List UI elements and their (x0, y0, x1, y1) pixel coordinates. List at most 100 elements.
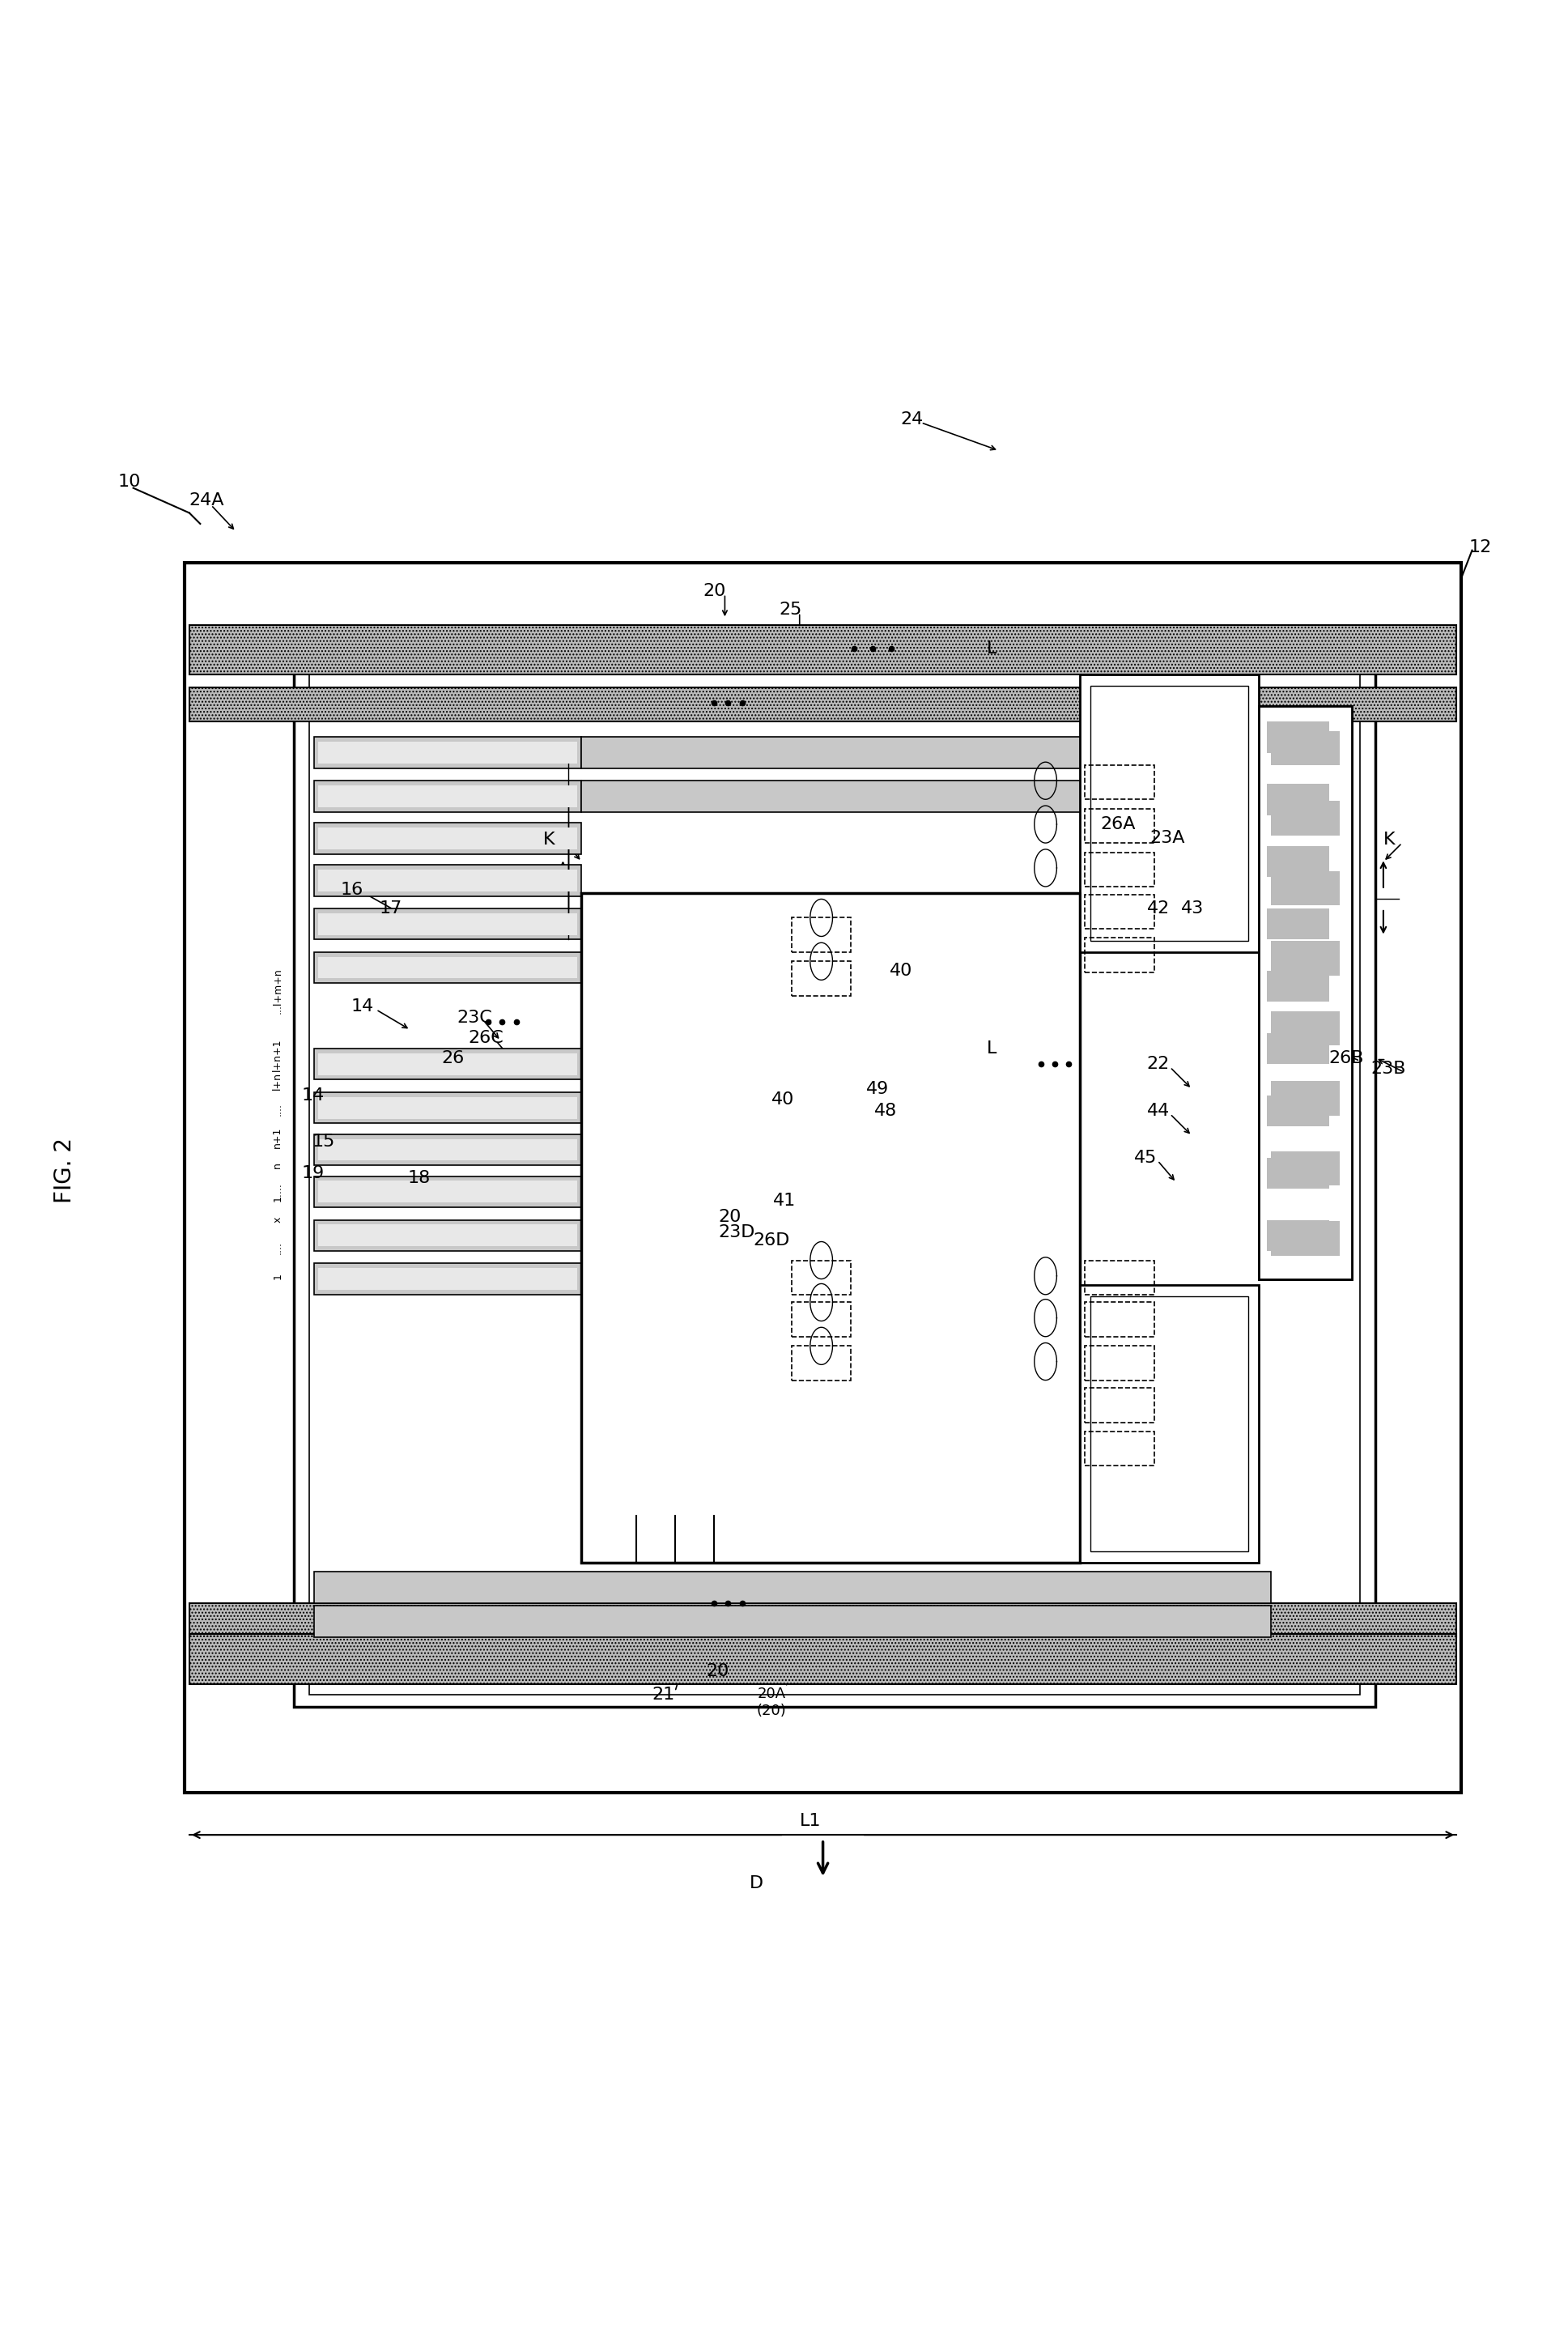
Bar (314, 1264, 582, 1294)
Text: 26D: 26D (753, 1231, 790, 1247)
Text: ...l+m+n: ...l+m+n (273, 969, 282, 1013)
Text: 19: 19 (301, 1165, 325, 1182)
Bar (318, 913, 577, 936)
Bar (1267, 847, 1328, 878)
Bar (1267, 721, 1328, 753)
Bar (318, 870, 577, 892)
Bar (1272, 870, 1339, 906)
Bar (792, 1261, 851, 1294)
Text: 14: 14 (301, 1088, 325, 1104)
Text: L1: L1 (800, 1814, 822, 1830)
Text: K: K (1383, 831, 1396, 847)
Text: 18: 18 (408, 1170, 430, 1186)
Bar (318, 1224, 577, 1247)
Bar (582, 782, 1259, 812)
Bar (190, 1633, 1457, 1685)
Text: ....: .... (273, 1243, 282, 1254)
Bar (314, 824, 582, 854)
Bar (1085, 1303, 1154, 1336)
Bar (190, 1603, 1457, 1638)
Bar (1085, 938, 1154, 971)
Bar (1267, 1032, 1328, 1065)
Text: 12: 12 (1469, 538, 1491, 555)
Bar (314, 782, 582, 812)
Text: 20: 20 (706, 1664, 729, 1680)
Bar (1267, 1095, 1328, 1126)
Bar (582, 737, 1259, 768)
Bar (1085, 810, 1154, 842)
Text: 43: 43 (1181, 901, 1204, 917)
Bar (309, 665, 1359, 1694)
Text: 20A
(20): 20A (20) (757, 1687, 787, 1718)
Text: ....: .... (273, 1102, 282, 1116)
Text: 16: 16 (340, 882, 364, 899)
Text: 10: 10 (118, 473, 141, 489)
Bar (1272, 730, 1339, 765)
Text: x: x (273, 1217, 282, 1224)
Text: 40: 40 (771, 1093, 795, 1109)
Bar (190, 688, 1457, 721)
Text: 44: 44 (1146, 1102, 1170, 1119)
Text: 1....: 1.... (273, 1182, 282, 1200)
Bar (1080, 674, 1259, 952)
Bar (314, 952, 582, 983)
Bar (190, 625, 1457, 674)
Bar (318, 1097, 577, 1119)
Bar (1091, 686, 1248, 941)
Bar (314, 1177, 582, 1207)
Bar (1272, 1081, 1339, 1116)
Bar (314, 1605, 1272, 1638)
Text: 21: 21 (652, 1687, 674, 1704)
Bar (1267, 1219, 1328, 1252)
Bar (318, 1053, 577, 1074)
Bar (318, 786, 577, 807)
Bar (314, 737, 582, 768)
Bar (1085, 1432, 1154, 1465)
Text: FIG. 2: FIG. 2 (53, 1137, 77, 1203)
Bar (1272, 1151, 1339, 1186)
Text: 26C: 26C (467, 1030, 503, 1046)
Bar (318, 742, 577, 763)
Bar (314, 1219, 582, 1252)
Text: L: L (986, 641, 996, 658)
Text: 15: 15 (312, 1135, 336, 1149)
Bar (1085, 894, 1154, 929)
Bar (792, 1345, 851, 1381)
Bar (1272, 1011, 1339, 1046)
Text: 41: 41 (773, 1193, 797, 1210)
Text: 1: 1 (273, 1273, 282, 1280)
Bar (190, 1603, 1457, 1638)
Text: 23D: 23D (718, 1224, 756, 1240)
Bar (190, 688, 1457, 721)
Bar (1272, 1221, 1339, 1257)
Bar (1080, 1285, 1259, 1563)
Bar (1267, 908, 1328, 941)
Text: 17: 17 (379, 901, 401, 917)
Bar (1085, 852, 1154, 887)
Text: 20: 20 (718, 1210, 742, 1224)
Bar (792, 962, 851, 994)
Bar (1085, 765, 1154, 800)
Bar (1272, 800, 1339, 835)
Bar (185, 562, 1461, 1792)
Text: L: L (986, 1041, 996, 1058)
Bar (314, 1093, 582, 1123)
Text: 23C: 23C (458, 1009, 492, 1025)
Bar (1259, 707, 1352, 1280)
Bar (314, 1048, 582, 1079)
Bar (190, 1633, 1457, 1685)
Bar (792, 917, 851, 952)
Bar (318, 828, 577, 849)
Bar (314, 1572, 1272, 1603)
Text: 24: 24 (900, 412, 924, 428)
Bar (1267, 971, 1328, 1002)
Text: 42: 42 (1146, 901, 1170, 917)
Bar (190, 625, 1457, 674)
Text: 45: 45 (1134, 1149, 1157, 1165)
Bar (1085, 1261, 1154, 1294)
Text: 40: 40 (891, 962, 913, 978)
Bar (1272, 941, 1339, 976)
Bar (1085, 1345, 1154, 1381)
Bar (314, 1135, 582, 1165)
Bar (314, 908, 582, 941)
